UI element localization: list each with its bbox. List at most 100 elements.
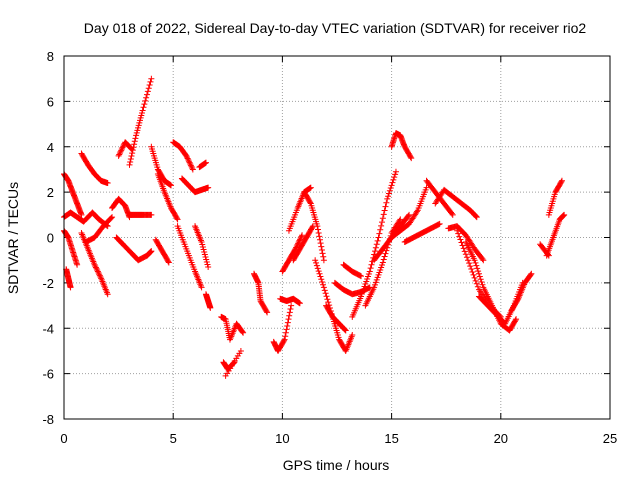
- data-point: [309, 224, 316, 231]
- data-point: [298, 233, 305, 240]
- data-point: [148, 248, 155, 255]
- data-point: [314, 265, 321, 272]
- series-arc-q: [178, 175, 212, 196]
- data-point: [183, 154, 190, 161]
- data-point: [320, 253, 327, 260]
- data-point: [131, 141, 138, 148]
- data-point: [384, 195, 391, 202]
- data-point: [319, 278, 326, 285]
- x-tick-label: 5: [170, 431, 177, 446]
- data-point: [342, 326, 349, 333]
- data-point: [380, 211, 387, 218]
- data-point: [377, 226, 384, 233]
- data-point: [392, 168, 399, 175]
- data-point: [141, 101, 148, 108]
- series-arc-g: [82, 214, 116, 246]
- y-tick-label: 6: [47, 94, 54, 109]
- data-point: [460, 245, 467, 252]
- data-point: [131, 138, 138, 145]
- data-point: [318, 243, 325, 250]
- data-point: [471, 257, 478, 264]
- data-point: [173, 215, 180, 222]
- x-tick-label: 10: [275, 431, 289, 446]
- data-point: [320, 284, 327, 291]
- series-arc-aq: [432, 186, 480, 221]
- x-tick-label: 15: [384, 431, 398, 446]
- series-arc-z: [270, 302, 295, 354]
- series-arc-ar: [445, 223, 487, 264]
- series-arc-av: [508, 270, 535, 314]
- data-point: [477, 276, 484, 283]
- data-point: [295, 239, 302, 246]
- series-arc-l: [126, 211, 155, 218]
- data-point: [473, 262, 480, 269]
- series-arc-v: [218, 313, 247, 343]
- data-point: [129, 147, 136, 154]
- data-point: [297, 236, 304, 243]
- data-point: [383, 247, 390, 254]
- data-point: [317, 240, 324, 247]
- series-arc-x: [222, 347, 244, 379]
- data-point: [97, 273, 104, 280]
- data-point: [92, 263, 99, 270]
- data-point: [472, 277, 479, 284]
- data-point: [473, 280, 480, 287]
- data-point: [296, 300, 303, 307]
- data-point: [183, 152, 190, 159]
- series-arc-o: [152, 236, 172, 266]
- series-arc-ag: [323, 302, 349, 334]
- data-point: [368, 261, 375, 268]
- data-point: [188, 163, 195, 170]
- data-point: [314, 226, 321, 233]
- data-point: [436, 220, 443, 227]
- data-point: [459, 242, 466, 249]
- data-point: [148, 211, 155, 218]
- data-point: [189, 166, 196, 173]
- data-point: [109, 214, 116, 221]
- data-point: [104, 291, 111, 298]
- data-point: [378, 222, 385, 229]
- data-point: [139, 107, 146, 114]
- data-point: [118, 146, 125, 153]
- y-tick-label: 4: [47, 140, 54, 155]
- data-point: [207, 304, 214, 311]
- data-point: [285, 316, 292, 323]
- x-axis-label: GPS time / hours: [283, 457, 390, 473]
- series-arc-am: [388, 130, 415, 162]
- data-point: [92, 264, 99, 271]
- data-point: [322, 290, 329, 297]
- data-point: [74, 261, 81, 268]
- series-arc-i: [113, 234, 155, 264]
- data-point: [239, 328, 246, 335]
- data-point: [115, 152, 122, 159]
- data-point: [296, 237, 303, 244]
- data-point: [474, 283, 481, 290]
- plot-frame: [63, 55, 611, 420]
- series-arc-j: [115, 139, 135, 159]
- data-point: [127, 156, 134, 163]
- data-point: [126, 161, 133, 168]
- data-point: [280, 337, 287, 344]
- data-point: [407, 153, 414, 160]
- series-arc-ac: [285, 184, 314, 234]
- data-point: [286, 309, 293, 316]
- data-point: [514, 296, 521, 303]
- series-arc-y: [251, 270, 271, 316]
- series-arc-a: [61, 170, 85, 218]
- series-arc-h: [109, 195, 133, 221]
- data-point: [120, 143, 127, 150]
- data-point: [463, 254, 470, 261]
- data-point: [468, 266, 475, 273]
- series-arc-t: [196, 159, 209, 171]
- series-arc-r: [174, 223, 205, 291]
- data-point: [315, 268, 322, 275]
- data-point: [461, 248, 468, 255]
- data-point: [388, 182, 395, 189]
- grid-lines: [63, 55, 611, 420]
- data-point: [67, 284, 74, 291]
- data-point: [240, 329, 247, 336]
- x-tick-label: 20: [494, 431, 508, 446]
- data-point: [147, 78, 154, 85]
- data-point: [375, 234, 382, 241]
- data-point: [129, 150, 136, 157]
